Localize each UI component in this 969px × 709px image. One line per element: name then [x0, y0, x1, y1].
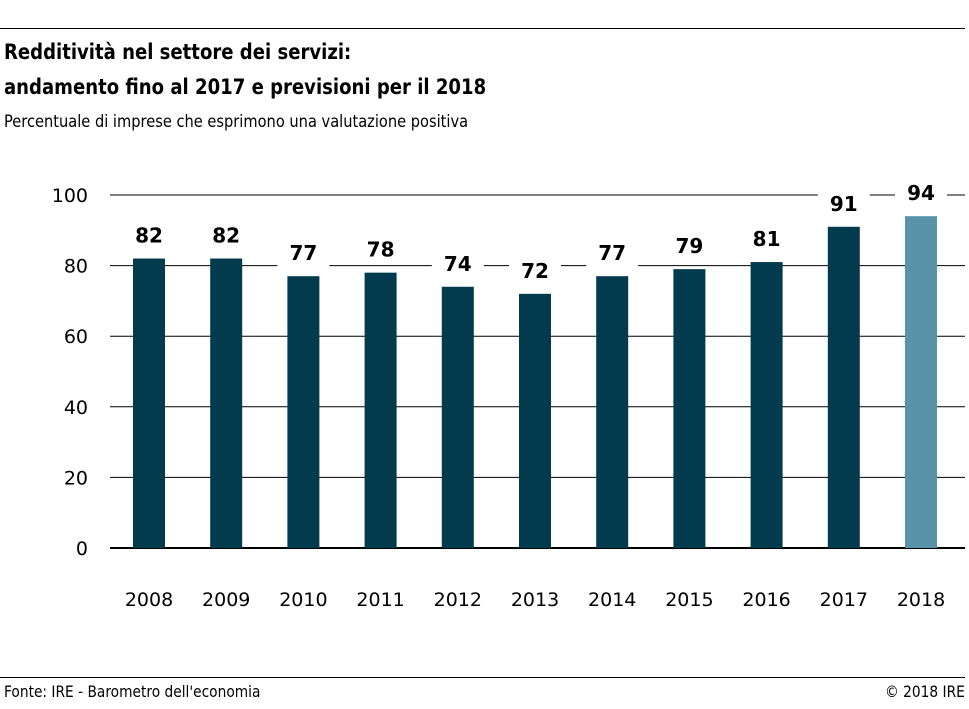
x-tick-label: 2017	[820, 589, 868, 611]
bar-2009	[210, 258, 243, 548]
data-label: 77	[289, 241, 317, 265]
data-label: 72	[521, 259, 549, 283]
chart-title-line1: Redditività nel settore dei servizi:	[4, 40, 352, 64]
data-label: 81	[753, 227, 781, 251]
data-label: 82	[212, 224, 240, 248]
data-label: 74	[444, 252, 472, 276]
data-label: 91	[830, 192, 858, 216]
bar-2014	[596, 276, 629, 548]
bar-2017	[827, 226, 860, 548]
data-label-bg	[740, 226, 793, 255]
bar-2008	[133, 258, 165, 548]
bottom-rule	[0, 677, 965, 678]
x-tick-label: 2010	[279, 589, 327, 611]
data-label-bg	[817, 190, 870, 219]
data-label: 82	[135, 224, 163, 248]
data-label: 78	[367, 238, 395, 262]
data-label: 94	[907, 181, 935, 205]
bar-2012	[441, 286, 474, 548]
data-label-bg	[509, 257, 561, 286]
x-tick-label: 2016	[742, 589, 790, 611]
x-tick-label: 2013	[511, 589, 559, 611]
x-tick-label: 2015	[665, 589, 713, 611]
bar-2010	[287, 276, 320, 548]
x-tick-label: 2018	[897, 589, 945, 611]
x-tick-label: 2009	[202, 589, 250, 611]
bar-2016	[750, 262, 783, 548]
data-label-bg	[277, 240, 330, 269]
x-tick-label: 2012	[434, 589, 482, 611]
bar-2011	[364, 272, 397, 548]
data-label-bg	[200, 222, 253, 251]
data-label: 77	[598, 241, 626, 265]
copyright: © 2018 IRE	[885, 682, 965, 701]
bar-2013	[519, 293, 551, 548]
bar-chart: 0 20 40 60 80 100 82 2008 82 2009 77 2010 78 2011 74 20…	[52, 180, 965, 611]
top-rule	[0, 28, 965, 29]
x-tick-label: 2008	[125, 589, 173, 611]
y-tick-label: 40	[64, 397, 88, 419]
chart-title-line2: andamento fino al 2017 e previsioni per …	[4, 75, 487, 99]
data-label-bg	[663, 233, 716, 262]
source-note: Fonte: IRE - Barometro dell'economia	[4, 682, 261, 701]
y-tick-label: 0	[76, 538, 88, 560]
y-tick-label: 20	[64, 467, 88, 489]
y-tick-label: 60	[64, 326, 88, 348]
x-tick-label: 2014	[588, 589, 636, 611]
data-label: 79	[675, 234, 703, 258]
data-label-bg	[431, 250, 484, 279]
data-label-bg	[586, 240, 639, 269]
y-tick-label: 80	[64, 256, 88, 278]
data-label-bg	[123, 222, 175, 251]
y-tick-label: 100	[52, 185, 88, 207]
bar-2015	[673, 269, 706, 548]
data-label-bg	[895, 180, 947, 209]
x-tick-label: 2011	[356, 589, 404, 611]
data-label-bg	[354, 236, 407, 265]
bar-2018	[905, 216, 937, 548]
chart-subtitle: Percentuale di imprese che esprimono una…	[4, 112, 469, 132]
